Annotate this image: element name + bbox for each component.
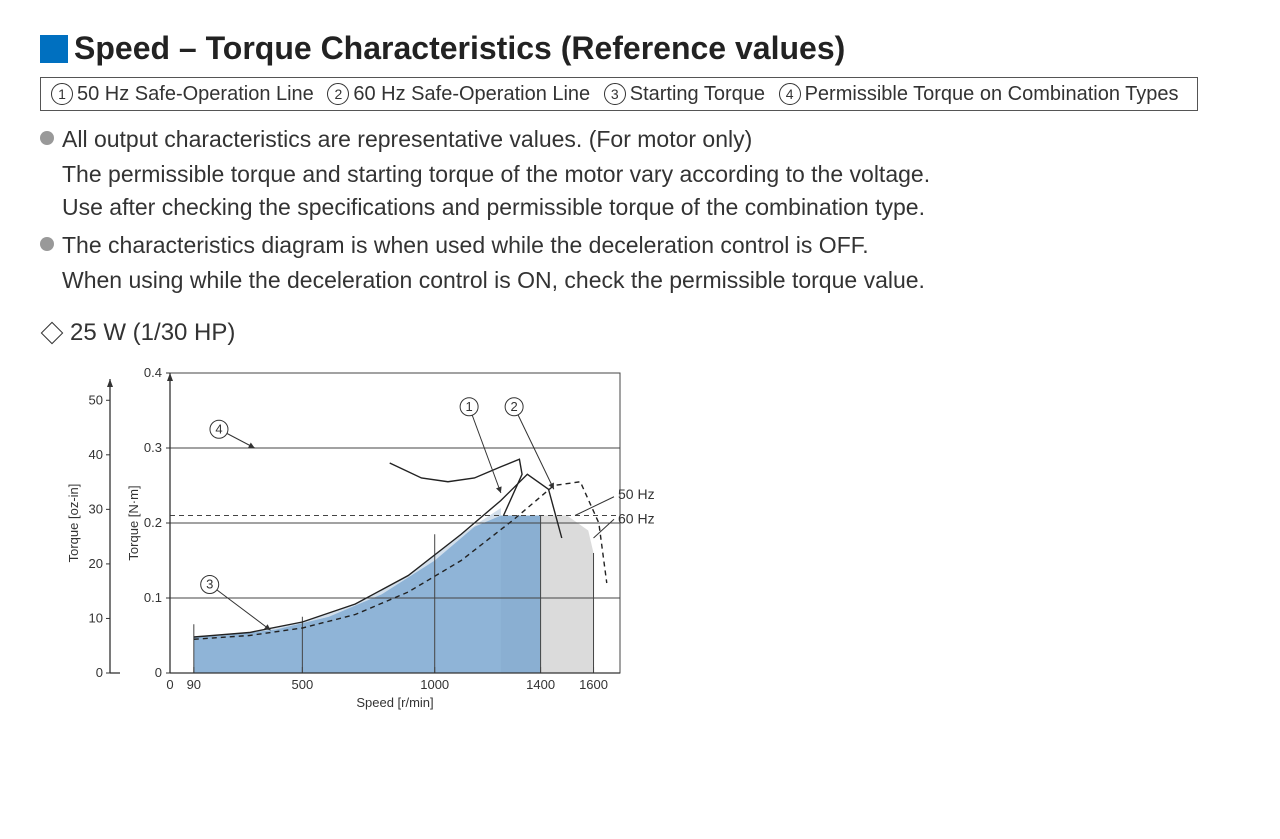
legend-label-2: 60 Hz Safe-Operation Line (353, 83, 590, 106)
chart-title: 25 W (1/30 HP) (70, 319, 235, 347)
chart-title-row: 25 W (1/30 HP) (40, 319, 1240, 347)
speed-torque-chart: 00.10.20.30.4010203040500905001000140016… (40, 353, 680, 733)
note-1-line-1: All output characteristics are represent… (62, 123, 752, 156)
circle-1-icon: 1 (51, 83, 73, 105)
svg-text:3: 3 (206, 577, 213, 592)
svg-text:30: 30 (89, 502, 103, 517)
svg-text:1600: 1600 (579, 677, 608, 692)
svg-text:0.3: 0.3 (144, 440, 162, 455)
svg-text:4: 4 (215, 421, 222, 436)
svg-text:Torque [oz-in]: Torque [oz-in] (66, 484, 81, 563)
bullet-icon (40, 237, 54, 251)
svg-text:0.1: 0.1 (144, 590, 162, 605)
svg-text:40: 40 (89, 447, 103, 462)
legend-item-2: 2 60 Hz Safe-Operation Line (327, 83, 590, 106)
svg-text:60 Hz: 60 Hz (618, 510, 655, 526)
note-2-line-1: The characteristics diagram is when used… (62, 229, 869, 262)
note-1-line-2: The permissible torque and starting torq… (62, 158, 1240, 191)
legend-label-1: 50 Hz Safe-Operation Line (77, 83, 314, 106)
svg-text:10: 10 (89, 611, 103, 626)
svg-text:0.4: 0.4 (144, 365, 162, 380)
svg-text:500: 500 (292, 677, 314, 692)
legend-item-3: 3 Starting Torque (604, 83, 765, 106)
svg-text:0.2: 0.2 (144, 515, 162, 530)
svg-text:Speed [r/min]: Speed [r/min] (356, 695, 433, 710)
note-2: The characteristics diagram is when used… (40, 229, 1240, 262)
note-1: All output characteristics are represent… (40, 123, 1240, 156)
svg-text:Torque [N·m]: Torque [N·m] (126, 486, 141, 561)
legend-label-3: Starting Torque (630, 83, 765, 106)
legend-item-1: 1 50 Hz Safe-Operation Line (51, 83, 314, 106)
svg-text:1000: 1000 (420, 677, 449, 692)
svg-text:0: 0 (155, 665, 162, 680)
diamond-icon (41, 322, 64, 345)
svg-text:50: 50 (89, 392, 103, 407)
circle-3-icon: 3 (604, 83, 626, 105)
bullet-icon (40, 131, 54, 145)
legend-label-4: Permissible Torque on Combination Types (805, 83, 1179, 106)
circle-2-icon: 2 (327, 83, 349, 105)
svg-text:90: 90 (187, 677, 201, 692)
svg-text:1: 1 (466, 399, 473, 414)
note-1-line-3: Use after checking the specifications an… (62, 191, 1240, 224)
legend-item-4: 4 Permissible Torque on Combination Type… (779, 83, 1179, 106)
note-2-line-2: When using while the deceleration contro… (62, 264, 1240, 297)
svg-text:20: 20 (89, 556, 103, 571)
svg-text:1400: 1400 (526, 677, 555, 692)
title-text: Speed – Torque Characteristics (Referenc… (74, 30, 845, 67)
svg-text:0: 0 (96, 665, 103, 680)
svg-text:50 Hz: 50 Hz (618, 486, 655, 502)
section-title: Speed – Torque Characteristics (Referenc… (40, 30, 1240, 67)
circle-4-icon: 4 (779, 83, 801, 105)
svg-text:0: 0 (166, 677, 173, 692)
svg-text:2: 2 (511, 399, 518, 414)
legend-box: 1 50 Hz Safe-Operation Line 2 60 Hz Safe… (40, 77, 1198, 111)
title-square-icon (40, 35, 68, 63)
